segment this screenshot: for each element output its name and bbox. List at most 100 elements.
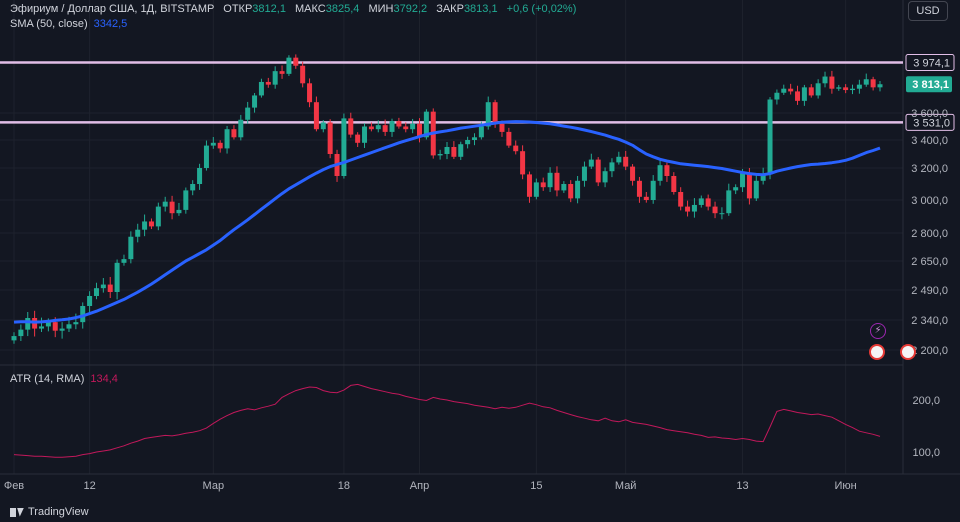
candle-body: [245, 107, 251, 120]
candle-body: [568, 184, 574, 199]
candle-body: [801, 87, 807, 101]
candle-body: [38, 326, 44, 329]
candle-body: [540, 182, 546, 188]
candle-body: [210, 142, 216, 146]
candle-body: [93, 288, 99, 296]
candle-body: [417, 123, 423, 138]
candle-body: [128, 236, 134, 260]
candle-body: [478, 126, 484, 138]
sma-legend[interactable]: SMA (50, close) 3342,5: [10, 18, 127, 30]
time-axis: Фев 12 Мар 18 Апр 15 Май 13 Июн: [4, 480, 857, 492]
candle-body: [18, 329, 24, 337]
candle-body: [121, 259, 127, 263]
atr-value: 134,4: [90, 373, 118, 385]
tradingview-brand[interactable]: TradingView: [10, 506, 89, 518]
close-label: ЗАКР: [436, 3, 464, 15]
candle-body: [444, 147, 450, 154]
candle-body: [746, 172, 752, 199]
candle-body: [272, 71, 278, 85]
candle-body: [341, 118, 347, 176]
candle-body: [650, 180, 656, 200]
candle-body: [465, 140, 471, 145]
time-tick-label: 15: [530, 480, 542, 492]
candle-body: [437, 154, 443, 156]
price-tick-label: 2 800,0: [911, 228, 948, 240]
level-label: 3 531,0: [913, 117, 950, 129]
open-value: 3812,1: [252, 3, 286, 15]
candle-body: [712, 206, 718, 214]
candle-body: [513, 145, 519, 152]
change-value: +0,6 (+0,02%): [506, 3, 577, 15]
candle-body: [348, 118, 354, 135]
currency-button[interactable]: USD: [908, 1, 948, 21]
candle-body: [671, 176, 677, 192]
candle-body: [389, 121, 395, 132]
candle-body: [382, 125, 388, 132]
us-flag-icon-2[interactable]: [900, 344, 916, 360]
candle-body: [554, 172, 560, 191]
time-tick-label: Апр: [410, 480, 429, 492]
level-tag: [905, 53, 955, 71]
candle-body: [471, 137, 477, 140]
candle-body: [300, 65, 306, 84]
candle-body: [100, 284, 106, 289]
candle-body: [850, 88, 856, 91]
sma50-line: [13, 120, 881, 324]
candle-body: [870, 79, 876, 88]
low-label: МИН: [368, 3, 394, 15]
time-tick-label: 12: [83, 480, 95, 492]
candle-body: [313, 102, 319, 130]
symbol-title[interactable]: Эфириум / Доллар США, 1Д, BITSTAMP: [10, 3, 215, 15]
atr-tick-label: 100,0: [912, 447, 940, 459]
candle-body: [630, 166, 636, 181]
candle-body: [705, 198, 711, 207]
candle-body: [252, 95, 258, 108]
candle-body: [183, 190, 189, 210]
candle-body: [238, 119, 244, 138]
candle-body: [822, 76, 828, 84]
candle-body: [685, 206, 691, 212]
candle-body: [107, 284, 113, 292]
price-tick-label: 3 600,0: [911, 108, 948, 120]
candle-body: [485, 102, 491, 127]
price-tick-label: 3 400,0: [911, 135, 948, 147]
last-price-label: 3 813,1: [912, 79, 949, 91]
price-tick-label: 2 340,0: [911, 315, 948, 327]
sma-value: 3342,5: [93, 18, 128, 30]
candle-body: [197, 168, 203, 184]
atr-legend[interactable]: ATR (14, RMA) 134,4: [10, 373, 118, 385]
candle-body: [307, 83, 313, 103]
horizontal-levels: [0, 61, 903, 124]
candle-body: [781, 88, 787, 93]
time-tick-label: 13: [736, 480, 748, 492]
candle-body: [526, 174, 532, 197]
candle-body: [73, 322, 79, 325]
candle-body: [155, 206, 161, 227]
candle-body: [726, 190, 732, 214]
low-value: 3792,2: [393, 3, 428, 15]
level-tag: [905, 113, 955, 131]
candle-body: [561, 184, 567, 191]
open-label: ОТКР: [223, 3, 253, 15]
candle-body: [863, 79, 869, 85]
candle-body: [396, 121, 402, 127]
tradingview-logo-icon: [10, 507, 24, 517]
time-tick-label: Май: [615, 480, 637, 492]
candle-body: [698, 198, 704, 205]
candle-body: [52, 322, 58, 331]
price-axis: 3 974,1 3 531,0 2 200,0 2 340,0 2 490,0 2 650…: [905, 53, 955, 357]
candle-body: [581, 166, 587, 181]
candle-body: [45, 322, 51, 327]
candle-body: [657, 165, 663, 181]
candle-body: [265, 81, 271, 85]
us-flag-icon[interactable]: [869, 344, 885, 360]
candle-body: [533, 182, 539, 197]
candle-body: [327, 122, 333, 154]
candle-body: [664, 165, 670, 176]
candle-body: [575, 180, 581, 199]
lightning-icon[interactable]: ⚡: [870, 323, 886, 339]
candle-body: [25, 318, 31, 330]
high-value: 3825,4: [325, 3, 360, 15]
candle-body: [609, 162, 615, 172]
